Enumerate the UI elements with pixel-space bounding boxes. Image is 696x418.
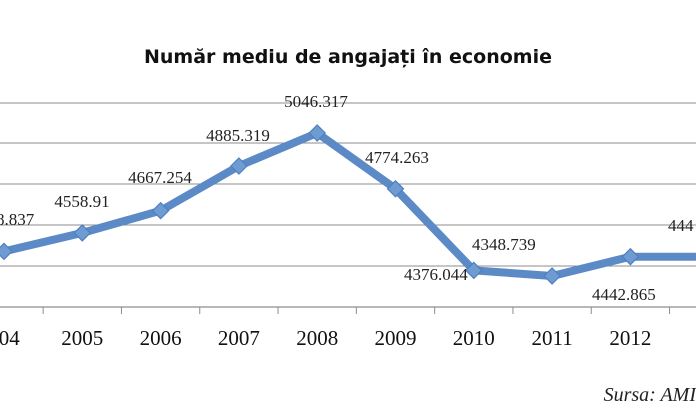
x-tick-label: 2008 (296, 326, 338, 350)
x-tick-label: 2012 (609, 326, 651, 350)
x-tick-label: 2006 (140, 326, 182, 350)
data-label: 444 (668, 216, 694, 235)
data-point (73, 224, 92, 242)
x-tick-label: 2011 (531, 326, 572, 350)
data-label: 4774.263 (365, 148, 429, 167)
data-point (621, 247, 640, 266)
x-tick-label: 2007 (218, 326, 260, 350)
data-label: 8.837 (0, 210, 35, 229)
data-point (151, 201, 170, 220)
x-tick-label: 004 (0, 326, 20, 350)
data-label: 4348.739 (472, 235, 536, 254)
x-tick-label: 2005 (61, 326, 103, 350)
x-tick-label: 2009 (375, 326, 417, 350)
series (0, 124, 696, 285)
source-note: Sursa: AMI (603, 384, 696, 406)
data-point (543, 267, 561, 285)
data-labels: 8.837 4558.91 4667.254 4885.319 5046.317 4774… (0, 92, 694, 304)
data-label: 4558.91 (54, 192, 109, 211)
data-label: 4442.865 (592, 285, 656, 304)
data-label: 4667.254 (128, 168, 192, 187)
data-point (464, 261, 483, 280)
data-label: 4885.319 (206, 126, 270, 145)
data-point (386, 179, 405, 198)
data-point (0, 242, 13, 261)
x-tick-label: 2010 (453, 326, 495, 350)
series-line (0, 129, 696, 280)
gridlines (0, 102, 696, 267)
data-label: 5046.317 (284, 92, 348, 111)
data-point (308, 124, 327, 142)
data-point (230, 157, 248, 175)
chart-title: Număr mediu de angajați în economie (144, 46, 552, 68)
data-label: 4376.044 (404, 265, 468, 284)
x-axis: 0042005200620072008200920102011201220 (0, 306, 696, 350)
